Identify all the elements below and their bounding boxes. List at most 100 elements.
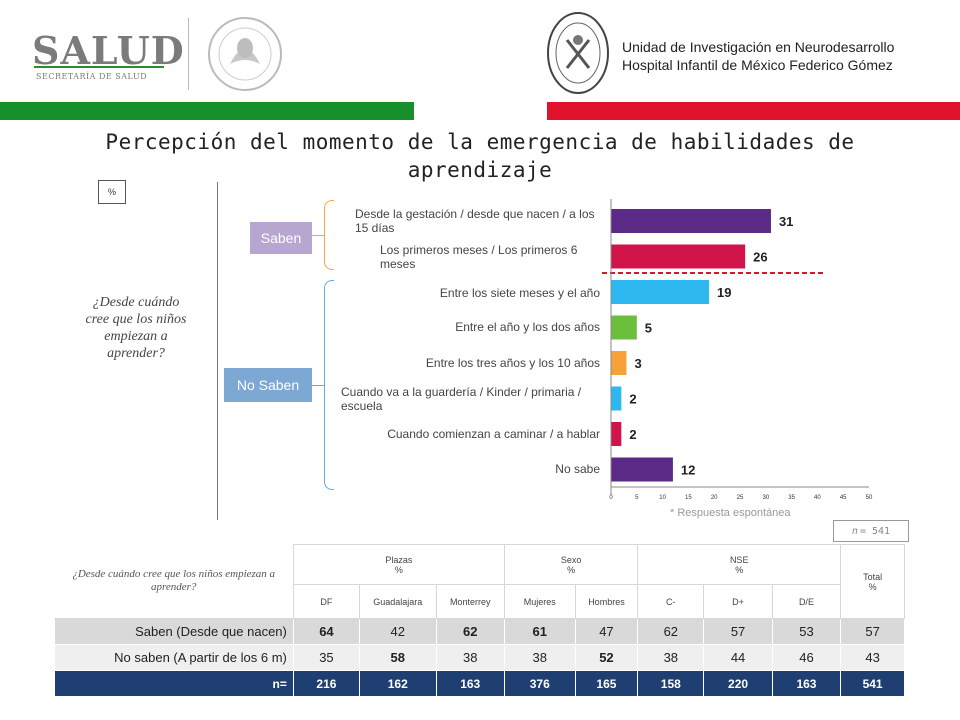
data-label: 12 [681,463,695,478]
table-question: ¿Desde cuándo cree que los niños empieza… [54,544,294,619]
logo-divider [188,18,189,90]
table-row-no-saben: No saben (A partir de los 6 m) 35 58 38 … [54,644,905,671]
table-cell: 163 [435,670,505,697]
table-cell: 61 [503,618,576,645]
x-tick-label: 40 [814,495,821,501]
bar [611,244,746,269]
column-header: Guadalajara [358,584,437,619]
table-cell: 158 [637,670,705,697]
table-cell: 57 [703,618,773,645]
table-cell: 43 [840,644,905,671]
mexico-seal-icon [208,17,282,91]
x-tick-label: 0 [609,495,613,501]
page-title: Percepción del momento de la emergencia … [105,130,855,182]
data-label: 5 [645,321,652,336]
data-label: 2 [629,392,636,407]
column-header: DF [292,584,360,619]
institution-name: Unidad de Investigación en Neurodesarrol… [622,38,894,74]
table-cell: 35 [292,644,360,671]
category-label-8: No sabe [555,462,600,476]
total-header-label: Total [863,571,883,582]
table-cell: 62 [435,618,505,645]
column-header: Hombres [574,584,639,619]
group-header-plazas-label: Plazas [385,554,413,565]
table-cell: 57 [840,618,905,645]
table-cell: 216 [292,670,360,697]
x-tick-label: 15 [685,495,692,501]
table-cell: 376 [503,670,576,697]
bar [611,315,637,340]
data-label: 31 [779,214,793,229]
x-tick-label: 10 [659,495,666,501]
x-tick-label: 35 [788,495,795,501]
category-label-5: Entre los tres años y los 10 años [425,356,600,370]
bracket-saben [324,200,334,270]
bar [611,422,622,446]
row-label: n= [54,670,294,697]
group-tag-saben: Saben [250,222,312,254]
salud-logo-word: SALUD [32,28,185,73]
group-header-total: Total% [840,544,905,619]
column-header: Monterrey [435,584,505,619]
group-header-sexo: Sexo% [503,544,639,585]
table-row-n: n= 216 162 163 376 165 158 220 163 541 [54,670,905,697]
connector-no-saben [312,385,324,386]
column-header: D/E [771,584,842,619]
table-cell: 44 [703,644,773,671]
x-tick-label: 25 [737,495,744,501]
data-label: 26 [753,250,767,265]
row-label: No saben (A partir de los 6 m) [54,644,294,671]
bar [611,386,622,411]
column-header: Mujeres [503,584,576,619]
x-tick-label: 50 [866,495,873,501]
table-cell: 58 [358,644,437,671]
table-cell: 38 [435,644,505,671]
table-cell: 220 [703,670,773,697]
table-cell: 38 [503,644,576,671]
table-cell: 163 [771,670,842,697]
bar-chart: 31 26 19 5 3 2 2 12 0 5 10 15 20 25 30 35 40 45 50 [600,199,873,501]
table-cell: 62 [637,618,705,645]
group-header-nse: NSE% [637,544,842,585]
column-header: D+ [703,584,773,619]
category-label-6: Cuando va a la guardería / Kinder / prim… [341,385,582,413]
category-label-2: Los primeros meses / Los primeros 6 mese… [380,243,578,271]
connector-saben [312,235,324,236]
data-label: 3 [634,356,641,371]
category-label-4: Entre el año y los dos años [455,320,600,334]
sample-n-letter: n [851,525,858,537]
footnote: * Respuesta espontánea [670,507,791,519]
percent-box: % [98,180,126,204]
red-header-bar [547,102,960,120]
bar [611,280,710,304]
crosstab-table: ¿Desde cuándo cree que los niños empieza… [54,544,905,697]
table-cell: 53 [771,618,842,645]
x-tick-label: 5 [635,495,639,501]
row-label: Saben (Desde que nacen) [54,618,294,645]
group-header-sexo-unit: % [567,564,576,575]
bar [611,209,771,233]
sample-size-value: = 541 [859,525,891,537]
table-cell: 47 [574,618,639,645]
bar [611,351,627,375]
bar [611,457,673,482]
table-row-saben: Saben (Desde que nacen) 64 42 62 61 47 6… [54,618,905,645]
group-header-nse-label: NSE [729,554,749,565]
table-cell: 52 [574,644,639,671]
category-label-7: Cuando comienzan a caminar / a hablar [387,427,600,441]
category-label-1: Desde la gestación / desde que nacen / a… [355,207,595,235]
group-header-sexo-label: Sexo [560,554,582,565]
question-text: ¿Desde cuándo cree que los niños empieza… [85,295,187,361]
table-cell: 42 [358,618,437,645]
table-cell: 541 [840,670,905,697]
institution-line-1: Unidad de Investigación en Neurodesarrol… [622,39,895,55]
group-tag-no-saben: No Saben [224,368,312,402]
data-label: 2 [629,427,636,442]
total-header-unit: % [868,581,877,592]
table-cell: 38 [637,644,705,671]
sample-size-box: n = 541 [833,520,909,542]
x-tick-label: 30 [762,495,769,501]
x-tick-label: 20 [711,495,718,501]
group-header-nse-unit: % [735,564,744,575]
group-header-plazas: Plazas% [292,544,505,585]
